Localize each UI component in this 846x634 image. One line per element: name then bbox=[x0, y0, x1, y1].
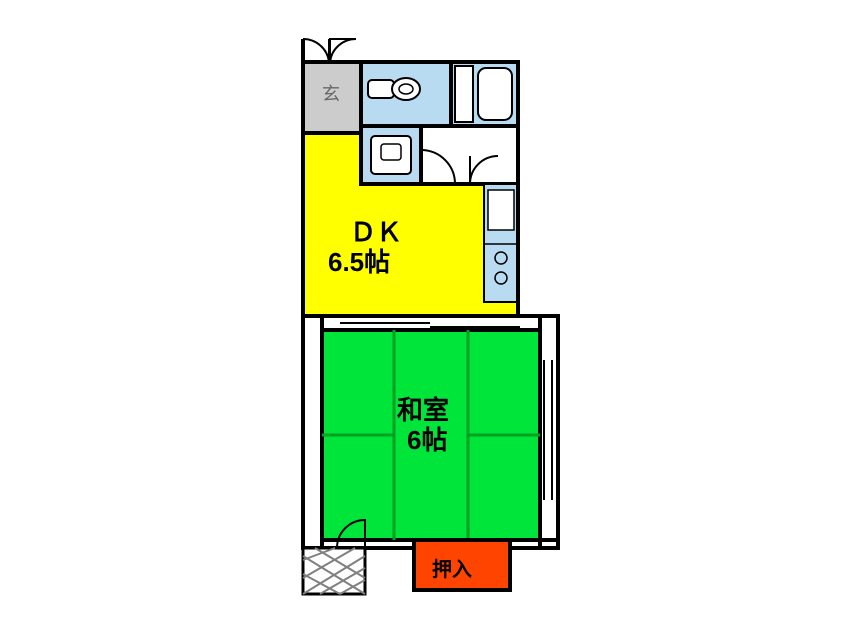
genkan-label: 玄 bbox=[322, 80, 340, 106]
closet-label: 押入 bbox=[432, 553, 472, 582]
floorplan-stage: 玄 ＤＫ 6.5帖 和室 6帖 押入 bbox=[0, 0, 846, 634]
dk-label-2: 6.5帖 bbox=[328, 242, 390, 279]
washbasin bbox=[371, 136, 411, 174]
floorplan-svg bbox=[0, 0, 846, 634]
bathtub bbox=[478, 68, 512, 120]
toilet-bowl bbox=[392, 78, 420, 100]
entrance-door-arc bbox=[330, 39, 356, 62]
balcony bbox=[303, 548, 365, 594]
washitsu-label-2: 6帖 bbox=[407, 420, 447, 457]
toilet-tank bbox=[368, 80, 394, 98]
